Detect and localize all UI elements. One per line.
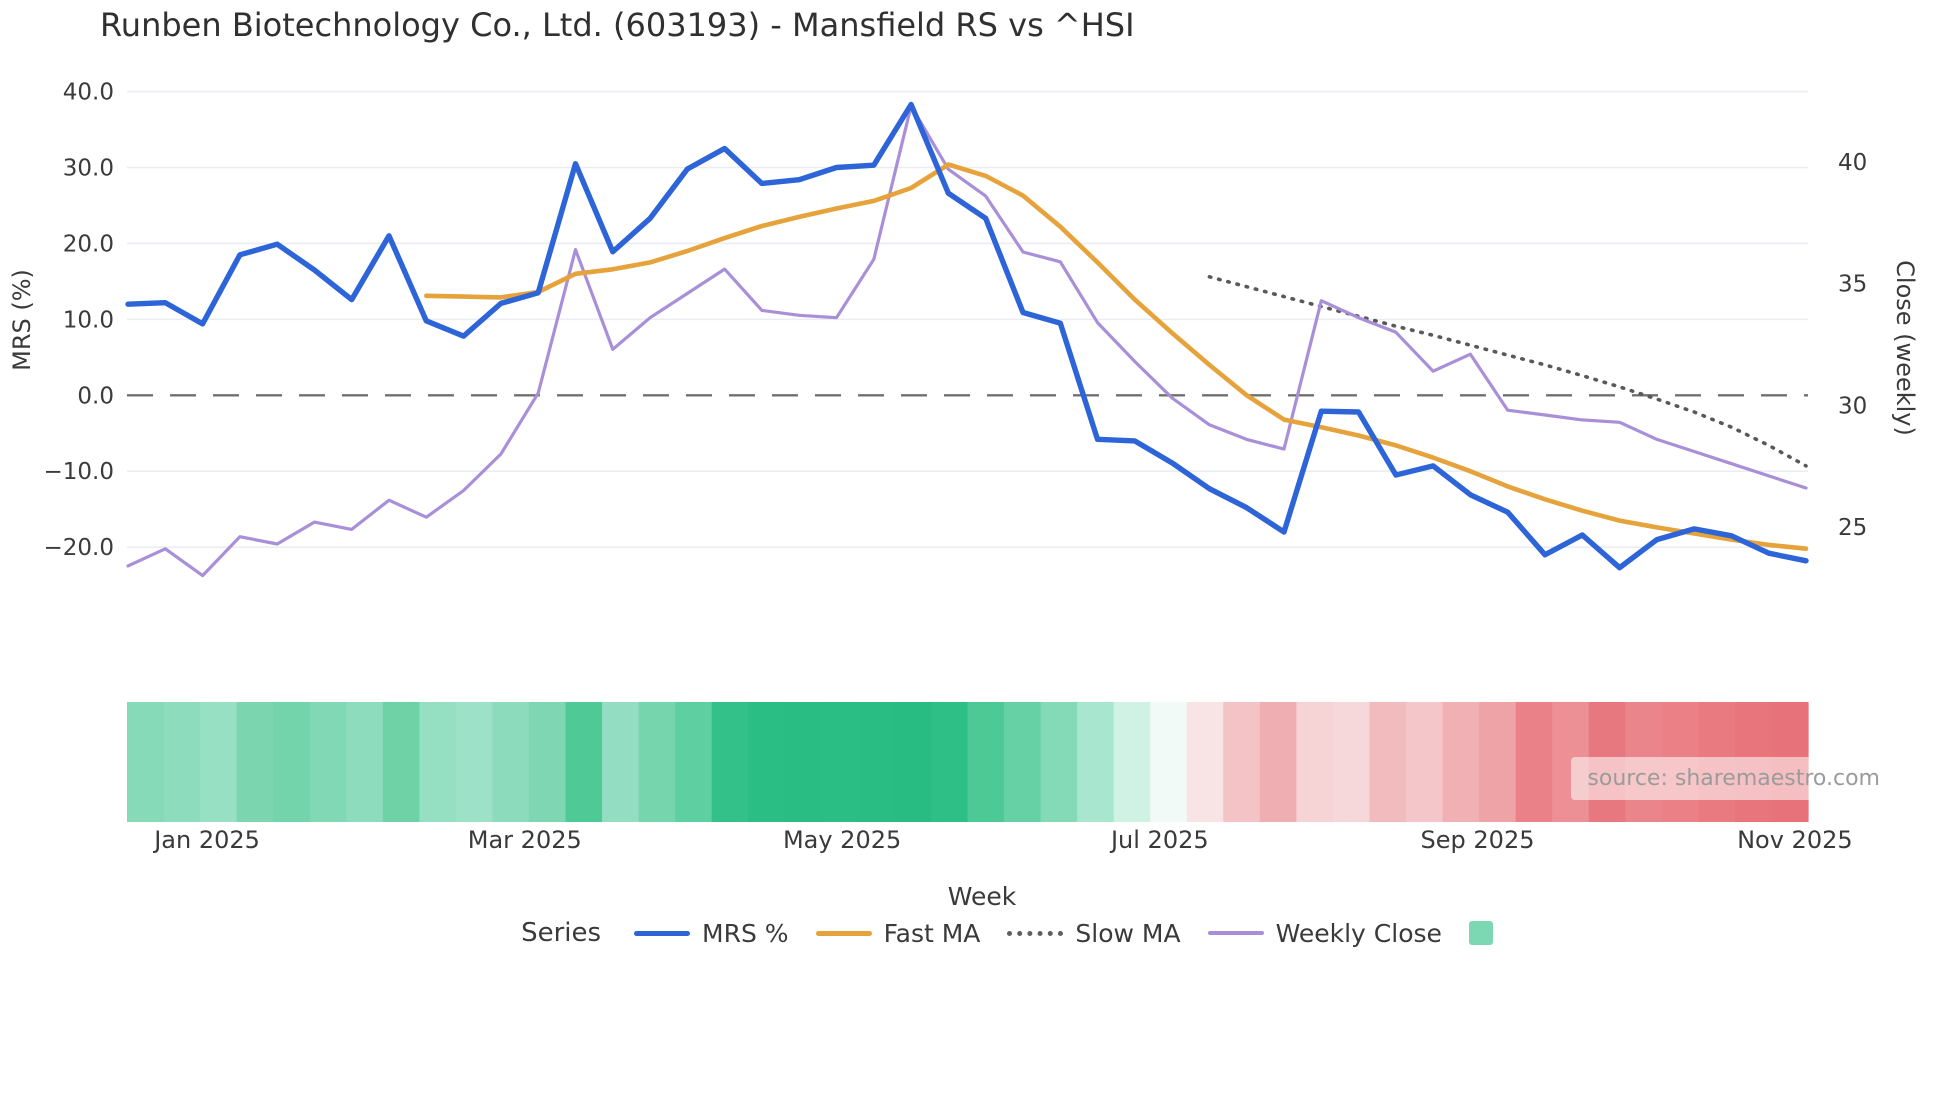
heat-strip-cell: [382, 702, 420, 822]
legend-item-label: Weekly Close: [1275, 918, 1442, 948]
legend-item-label: Slow MA: [1075, 918, 1181, 948]
heat-strip-cell: [309, 702, 347, 822]
legend-title: Series: [521, 918, 602, 948]
heat-strip-cell: [1332, 702, 1371, 822]
series-line-fast-ma: [423, 162, 1809, 552]
heat-strip-cell: [1442, 702, 1480, 822]
legend-swatch-mrs-: [634, 930, 691, 936]
y-axis-tick-left: 10.0: [63, 307, 114, 333]
legend-item-weekly-close[interactable]: Weekly Close: [1207, 918, 1442, 948]
legend-item-slow-ma[interactable]: Slow MA: [1007, 918, 1181, 948]
legend-swatch-weekly-close: [1207, 931, 1264, 935]
heat-strip-cell: [1113, 702, 1151, 822]
heat-strip-cell: [492, 702, 530, 822]
heat-strip-cell: [930, 702, 969, 822]
legend-swatch-fast-ma: [815, 930, 872, 936]
heat-strip-cell: [1150, 702, 1188, 822]
heat-strip-cell: [602, 702, 640, 822]
heat-strip-cell: [1515, 702, 1553, 822]
legend-item-label: Fast MA: [883, 918, 981, 948]
legend-item-fast-ma[interactable]: Fast MA: [815, 918, 981, 948]
x-axis-tick: Jan 2025: [152, 826, 260, 854]
x-axis-tick: Nov 2025: [1737, 826, 1853, 854]
y-axis-tick-right: 35: [1838, 272, 1867, 298]
heat-strip-cell: [967, 702, 1005, 822]
series-line-slow-ma: [1207, 274, 1808, 468]
heat-strip-cell: [784, 702, 822, 822]
y-axis-tick-left: 20.0: [63, 231, 114, 257]
heat-strip-cell: [236, 702, 274, 822]
y-axis-tick-right: 40: [1838, 150, 1867, 176]
heat-strip-cell: [419, 702, 457, 822]
heat-strip-cell: [821, 702, 859, 822]
y-axis-tick-left: 40.0: [63, 80, 114, 106]
series-line-mrs-: [125, 101, 1809, 571]
heat-strip-cell: [1369, 702, 1407, 822]
y-axis-tick-left: −10.0: [44, 459, 114, 485]
heat-strip-cell: [1186, 702, 1224, 822]
heat-strip-cell: [1296, 702, 1334, 822]
legend-item-heat-strip[interactable]: [1468, 921, 1493, 945]
legend-swatch-heat-strip: [1468, 921, 1493, 945]
legend-item-mrs-[interactable]: MRS %: [634, 919, 789, 948]
legend: Series MRS % Fast MA Slow MA Weekly Close: [54, 918, 1960, 948]
heat-strip-cell: [1259, 702, 1297, 822]
heat-strip-cell: [528, 702, 567, 822]
chart-title: Runben Biotechnology Co., Ltd. (603193) …: [100, 6, 1135, 44]
legend-item-label: MRS %: [702, 918, 789, 948]
x-axis-tick: Jul 2025: [1109, 826, 1209, 854]
heat-strip-cell: [1077, 702, 1115, 822]
x-axis-tick: Sep 2025: [1421, 826, 1535, 854]
y-axis-tick-right: 30: [1838, 393, 1867, 419]
heat-strip-cell: [1040, 702, 1078, 822]
heat-strip-cell: [565, 702, 603, 822]
heat-strip-cell: [894, 702, 932, 822]
heat-strip-cell: [127, 702, 165, 822]
heat-strip-cell: [1004, 702, 1042, 822]
heat-strip-cell: [711, 702, 749, 822]
y-axis-tick-left: 0.0: [77, 383, 114, 409]
y-axis-tick-left: 30.0: [63, 156, 114, 182]
heat-strip-cell: [638, 702, 676, 822]
heat-strip-cell: [273, 702, 311, 822]
y-axis-tick-left: −20.0: [44, 535, 114, 561]
x-axis-title: Week: [947, 882, 1017, 911]
heat-strip-cell: [675, 702, 713, 822]
heat-strip-cell: [163, 702, 201, 822]
series-line-weekly-close: [126, 104, 1808, 578]
heat-strip-cell: [455, 702, 494, 822]
heat-strip-cell: [1406, 702, 1444, 822]
source-watermark: source: sharemaestro.com: [1571, 757, 1896, 800]
y-axis-title-right: Close (weekly): [1891, 260, 1919, 436]
heat-strip-cell: [1223, 702, 1261, 822]
heat-strip-cell: [857, 702, 896, 822]
y-axis-tick-right: 25: [1838, 515, 1867, 541]
heat-strip-cell: [748, 702, 786, 822]
heat-strip-cell: [346, 702, 384, 822]
x-axis-tick: Mar 2025: [468, 826, 582, 854]
y-axis-title-left: MRS (%): [8, 269, 36, 371]
heat-strip-cell: [200, 702, 238, 822]
x-axis-tick: May 2025: [783, 826, 901, 854]
heat-strip-cell: [1479, 702, 1517, 822]
legend-swatch-slow-ma: [1007, 930, 1064, 936]
